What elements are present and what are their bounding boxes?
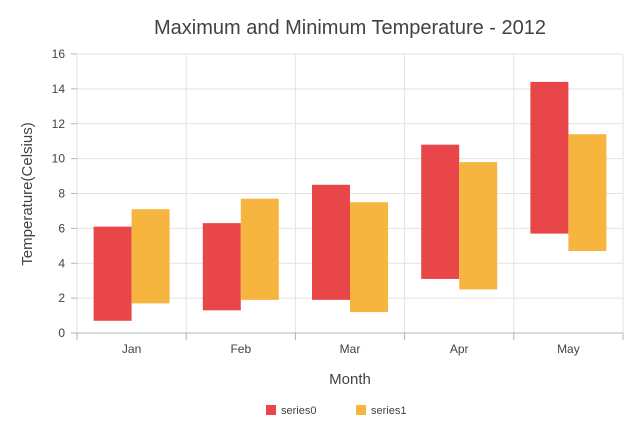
x-tick-label: May: [557, 342, 580, 356]
y-tick-label: 0: [58, 326, 65, 340]
bar-series0-jan[interactable]: [93, 226, 132, 321]
bar-series: [93, 81, 607, 321]
x-axis-title: Month: [329, 371, 371, 388]
bar-series0-mar[interactable]: [312, 184, 350, 300]
bar-series1-may[interactable]: [568, 134, 607, 252]
legend-swatch-series1[interactable]: [356, 405, 366, 415]
x-tick-label: Jan: [122, 342, 141, 356]
bar-series1-jan[interactable]: [131, 209, 170, 304]
y-tick-label: 2: [58, 291, 65, 305]
bar-series1-apr[interactable]: [459, 162, 498, 290]
x-tick-label: Feb: [230, 342, 251, 356]
y-tick-label: 6: [58, 221, 65, 235]
bar-series1-mar[interactable]: [350, 202, 388, 313]
bar-series0-feb[interactable]: [202, 223, 241, 311]
y-tick-label: 12: [52, 117, 66, 131]
y-tick-label: 8: [58, 187, 65, 201]
x-tick-label: Apr: [450, 342, 469, 356]
legend: series0 series1: [266, 405, 406, 417]
bar-series0-apr[interactable]: [421, 144, 460, 279]
y-tick-label: 14: [52, 82, 66, 96]
y-tick-label: 16: [52, 47, 66, 61]
chart-title: Maximum and Minimum Temperature - 2012: [154, 17, 546, 39]
x-axis-ticks: Jan Feb Mar Apr May: [76, 333, 624, 356]
bar-series0-may[interactable]: [530, 81, 569, 234]
y-axis-title: Temperature(Celsius): [19, 122, 36, 265]
legend-label-series1[interactable]: series1: [371, 405, 406, 417]
y-tick-label: 4: [58, 256, 65, 270]
y-axis-ticks: 0 2 4 6 8 10 12 14 16: [52, 47, 77, 340]
legend-label-series0[interactable]: series0: [281, 405, 316, 417]
y-tick-label: 10: [52, 152, 66, 166]
legend-swatch-series0[interactable]: [266, 405, 276, 415]
bar-series1-feb[interactable]: [240, 198, 279, 300]
x-tick-label: Mar: [340, 342, 361, 356]
